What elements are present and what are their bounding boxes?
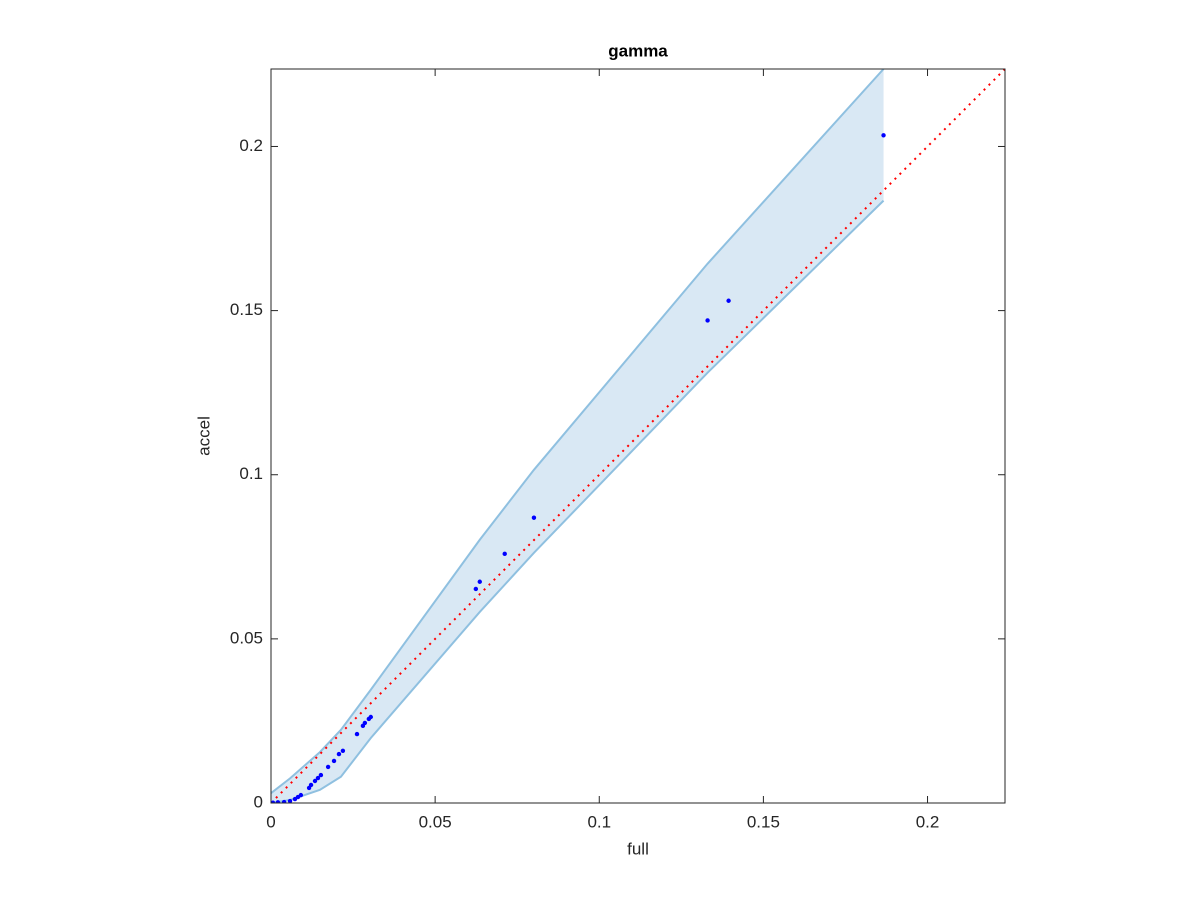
data-point: [325, 764, 331, 770]
y-tick-label: 0.05: [230, 628, 263, 647]
x-tick-label: 0.1: [587, 812, 611, 831]
data-point: [306, 785, 312, 791]
data-point: [287, 798, 293, 803]
data-point: [336, 751, 342, 757]
x-tick-label: 0.15: [747, 812, 780, 831]
y-tick-label: 0.15: [230, 300, 263, 319]
data-point: [275, 800, 281, 803]
y-tick-label: 0: [254, 792, 263, 811]
data-point: [366, 716, 372, 722]
data-point: [271, 800, 276, 803]
data-point: [281, 799, 287, 803]
x-tick-label: 0.2: [916, 812, 940, 831]
data-point: [360, 723, 366, 729]
y-axis-label: accel: [194, 416, 213, 456]
axes-box: [270, 68, 1006, 804]
data-point: [477, 579, 482, 584]
data-point: [340, 748, 346, 754]
data-point: [331, 758, 337, 764]
reference-line: [271, 69, 1005, 803]
x-axis-label: full: [627, 839, 649, 858]
chart-title: gamma: [608, 41, 668, 60]
data-point: [531, 515, 537, 520]
band-upper-edge: [271, 69, 885, 794]
data-point: [318, 772, 324, 778]
data-point: [292, 796, 298, 802]
y-tick-label: 0.2: [239, 136, 263, 155]
data-point: [881, 133, 886, 138]
data-point: [473, 586, 479, 592]
y-tick-label: 0.1: [239, 464, 263, 483]
confidence-band: [271, 69, 884, 803]
data-point: [726, 298, 731, 303]
x-tick-label: 0: [266, 812, 275, 831]
data-point: [502, 551, 507, 557]
data-point: [312, 778, 318, 784]
data-point: [354, 731, 360, 737]
x-tick-label: 0.05: [419, 812, 452, 831]
data-point: [315, 775, 321, 781]
plot-area: [271, 69, 1005, 803]
data-point: [705, 318, 710, 323]
